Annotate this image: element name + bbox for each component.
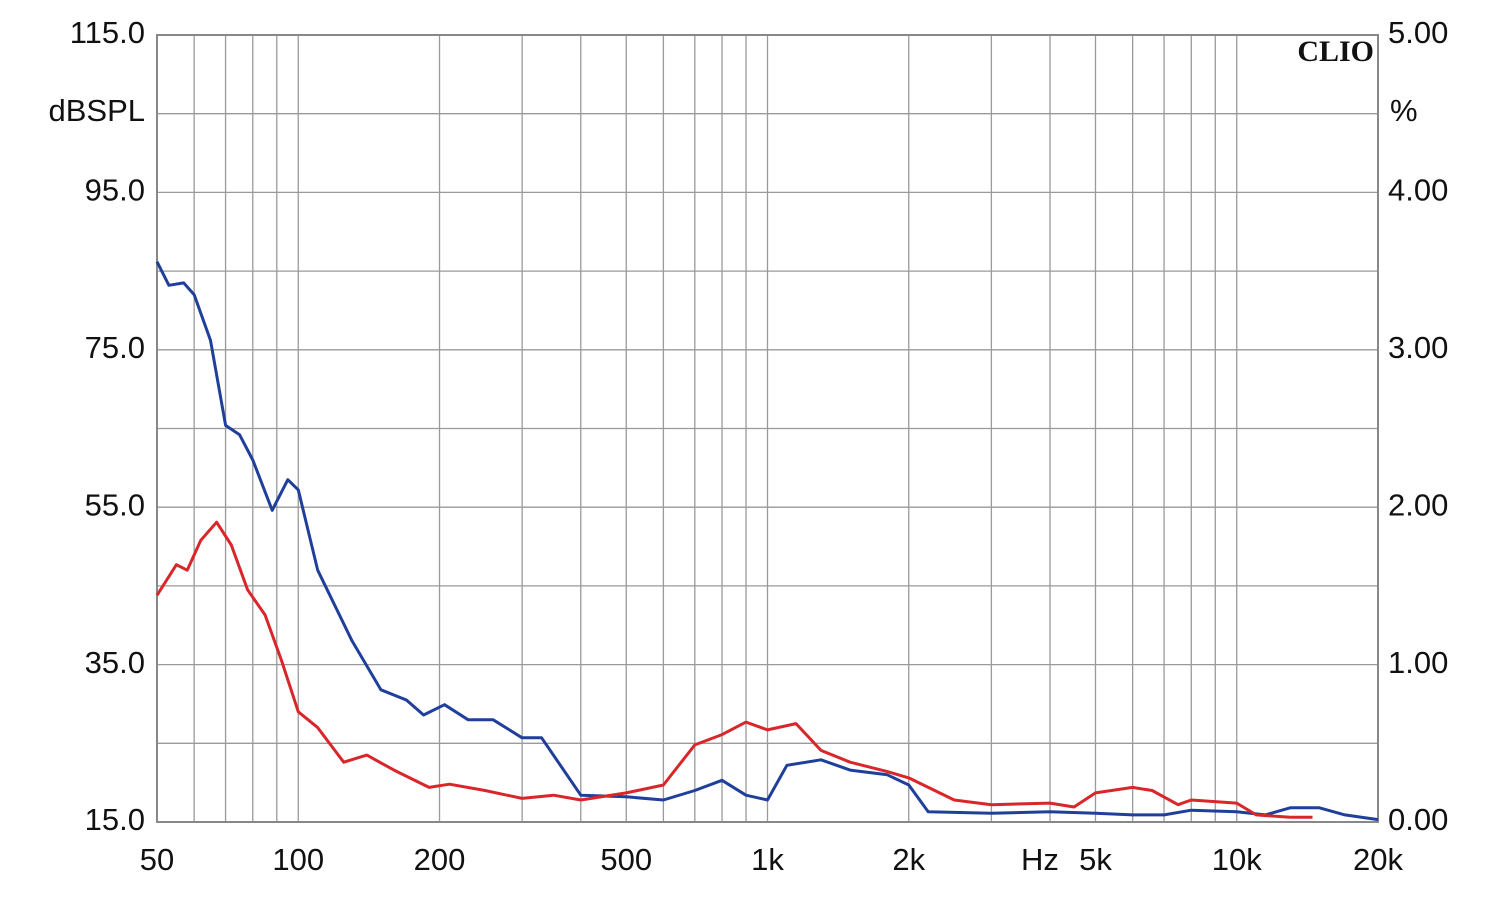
y-tick-label: 115.0 bbox=[70, 15, 145, 50]
x-tick-label: 100 bbox=[272, 842, 324, 877]
y-tick-label: 35.0 bbox=[85, 645, 145, 680]
y-tick-label: 55.0 bbox=[85, 487, 145, 522]
y2-tick-label: 5.00 bbox=[1388, 15, 1448, 50]
line-series bbox=[155, 520, 1313, 819]
y2-tick-label: 0.00 bbox=[1388, 802, 1448, 837]
x-tick-label: 5k bbox=[1079, 842, 1112, 877]
annotation: CLIO bbox=[1297, 35, 1374, 68]
y-tick-label: 15.0 bbox=[85, 802, 145, 837]
x-tick-label: 500 bbox=[600, 842, 652, 877]
y2-tick-label: 4.00 bbox=[1388, 173, 1448, 208]
y2-axis-label: % bbox=[1390, 93, 1418, 128]
x-tick-label: 2k bbox=[892, 842, 925, 877]
x-tick-label: 200 bbox=[414, 842, 466, 877]
line-series bbox=[155, 261, 1379, 822]
y-tick-label: 75.0 bbox=[85, 330, 145, 365]
x-axis-label: Hz bbox=[1021, 842, 1059, 877]
x-tick-label: 10k bbox=[1212, 842, 1262, 877]
y2-tick-label: 1.00 bbox=[1388, 645, 1448, 680]
y-axis-label: dBSPL bbox=[48, 93, 145, 128]
x-tick-label: 20k bbox=[1353, 842, 1403, 877]
x-tick-label: 1k bbox=[751, 842, 784, 877]
y-tick-label: 95.0 bbox=[85, 173, 145, 208]
plot-frame bbox=[156, 34, 1379, 823]
x-tick-label: 50 bbox=[140, 842, 174, 877]
y2-tick-label: 2.00 bbox=[1388, 487, 1448, 522]
y2-tick-label: 3.00 bbox=[1388, 330, 1448, 365]
